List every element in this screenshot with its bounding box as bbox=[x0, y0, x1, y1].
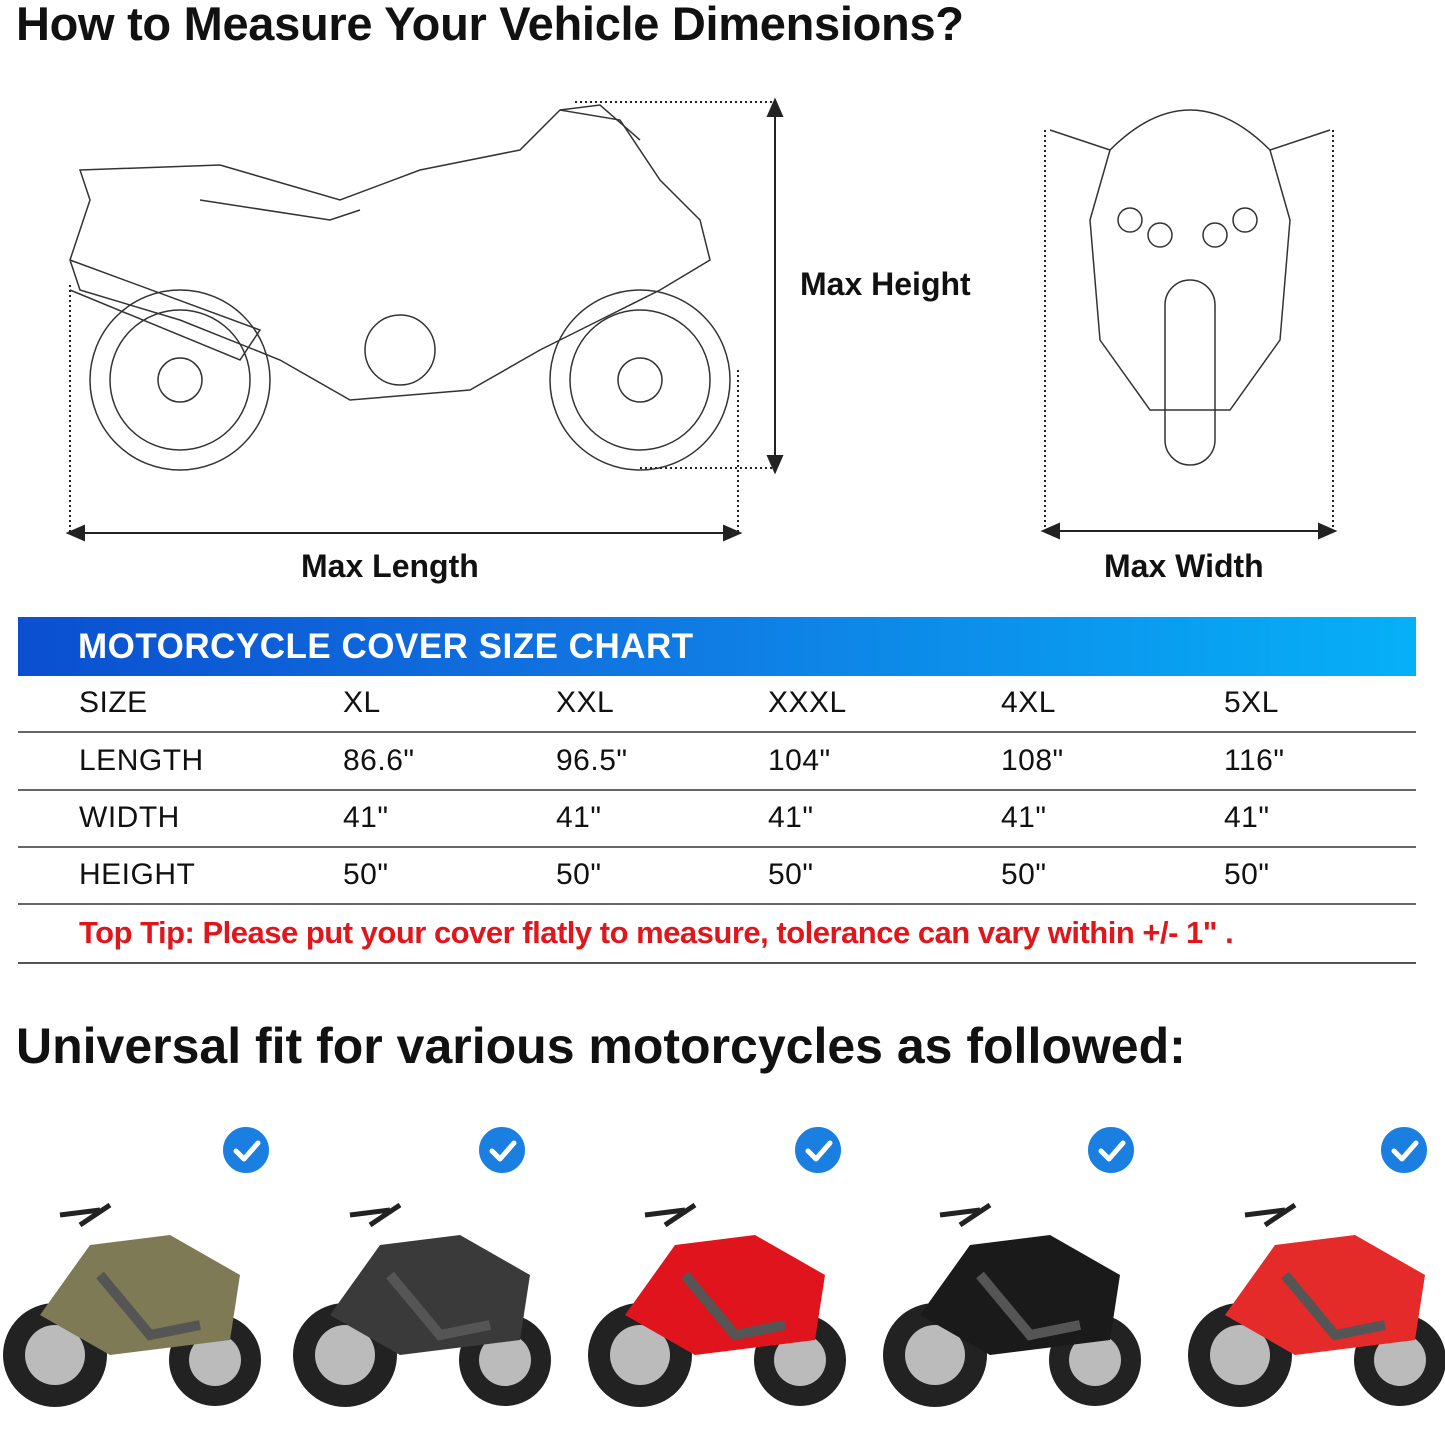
table-cell: 50" bbox=[1001, 858, 1047, 891]
divider bbox=[18, 962, 1416, 964]
table-row-height: HEIGHT 50" 50" 50" 50" 50" bbox=[18, 848, 1416, 905]
table-row-width: WIDTH 41" 41" 41" 41" 41" bbox=[18, 791, 1416, 848]
fit-title: Universal fit for various motorcycles as… bbox=[16, 1018, 1186, 1074]
row-label: SIZE bbox=[79, 686, 148, 719]
max-width-label: Max Width bbox=[1104, 548, 1264, 584]
table-row-size: SIZE XL XXL XXXL 4XL 5XL bbox=[18, 676, 1416, 733]
table-cell: 4XL bbox=[1001, 686, 1056, 719]
top-tip: Top Tip: Please put your cover flatly to… bbox=[79, 915, 1234, 950]
table-cell: XL bbox=[343, 686, 381, 719]
table-cell: 50" bbox=[343, 858, 389, 891]
table-cell: 50" bbox=[1224, 858, 1270, 891]
table-cell: 5XL bbox=[1224, 686, 1279, 719]
row-label: HEIGHT bbox=[79, 858, 196, 891]
size-chart-banner: MOTORCYCLE COVER SIZE CHART bbox=[18, 617, 1416, 676]
table-cell: 104" bbox=[768, 744, 831, 777]
table-cell: XXXL bbox=[768, 686, 847, 719]
row-label: WIDTH bbox=[79, 801, 180, 834]
max-height-label: Max Height bbox=[800, 266, 971, 302]
vespa-scooter-image bbox=[1185, 1165, 1445, 1430]
chopper-image bbox=[880, 1165, 1150, 1430]
checkmark-icon bbox=[1085, 1124, 1137, 1176]
sport-bike-image bbox=[585, 1165, 855, 1430]
table-cell: 50" bbox=[768, 858, 814, 891]
checkmark-icon bbox=[220, 1124, 272, 1176]
checkmark-icon bbox=[1378, 1124, 1430, 1176]
table-cell: 41" bbox=[343, 801, 389, 834]
row-label: LENGTH bbox=[79, 744, 204, 777]
cruiser-image bbox=[0, 1165, 270, 1430]
page-title: How to Measure Your Vehicle Dimensions? bbox=[16, 0, 964, 50]
scooter-image bbox=[290, 1165, 560, 1430]
table-cell: 41" bbox=[1224, 801, 1270, 834]
checkmark-icon bbox=[476, 1124, 528, 1176]
table-cell: 116" bbox=[1224, 744, 1285, 777]
dimension-guides bbox=[65, 97, 1338, 542]
table-cell: XXL bbox=[556, 686, 615, 719]
front-view-motorcycle-drawing bbox=[1049, 109, 1331, 466]
table-cell: 108" bbox=[1001, 744, 1064, 777]
table-cell: 41" bbox=[768, 801, 814, 834]
table-cell: 41" bbox=[556, 801, 602, 834]
table-row-length: LENGTH 86.6" 96.5" 104" 108" 116" bbox=[18, 734, 1416, 791]
table-cell: 50" bbox=[556, 858, 602, 891]
size-chart-title: MOTORCYCLE COVER SIZE CHART bbox=[78, 627, 694, 666]
table-cell: 41" bbox=[1001, 801, 1047, 834]
checkmark-icon bbox=[792, 1124, 844, 1176]
side-view-motorcycle-drawing bbox=[69, 104, 731, 471]
table-cell: 96.5" bbox=[556, 744, 628, 777]
measurement-diagram bbox=[65, 97, 1338, 542]
table-cell: 86.6" bbox=[343, 744, 415, 777]
max-length-label: Max Length bbox=[301, 548, 479, 584]
